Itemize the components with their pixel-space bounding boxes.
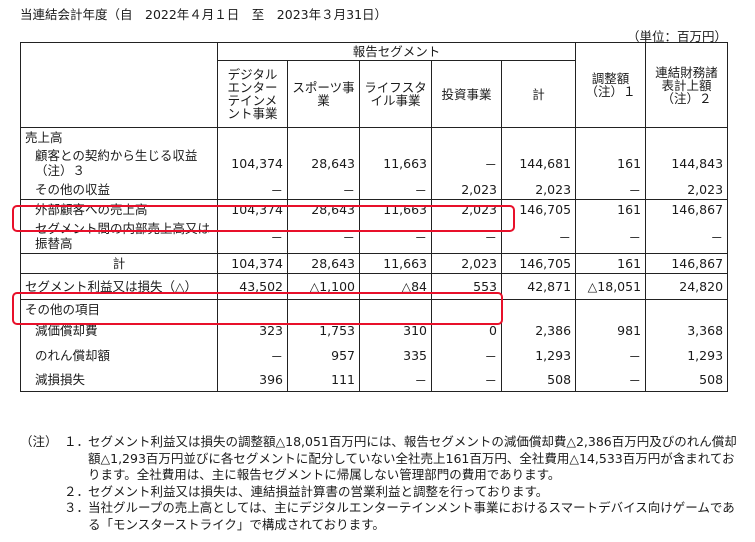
row-label-goodwill-amortization: のれん償却額: [20, 343, 218, 367]
cell: △1,100: [287, 273, 360, 300]
cell: 144,681: [500, 146, 577, 180]
cell: －: [645, 219, 729, 254]
row-label-depreciation: 減価償却費: [20, 318, 218, 343]
cell: 0: [431, 318, 502, 343]
section-sales: 売上高: [20, 127, 218, 146]
cell: －: [575, 367, 647, 392]
header-total: 計: [500, 60, 577, 128]
footnote-text: 当社グループの売上高としては、主にデジタルエンターテインメント事業におけるスマー…: [88, 500, 735, 532]
cell: 24,820: [645, 273, 729, 300]
header-lifestyle: ライフスタイル事業: [359, 60, 432, 128]
cell: 104,374: [217, 146, 288, 180]
highlight-external-sales: [12, 205, 515, 232]
cell: 146,867: [645, 253, 729, 274]
footnote-text: セグメント利益又は損失は、連結損益計算書の営業利益と調整を行っております。: [88, 483, 549, 499]
cell: 1,293: [645, 343, 729, 367]
header-sports: スポーツ事業: [287, 60, 360, 128]
fiscal-period: 当連結会計年度（自 2022年４月１日 至 2023年３月31日）: [20, 7, 388, 22]
cell: －: [431, 146, 502, 180]
cell: 1,753: [287, 318, 360, 343]
row-label-contract-revenue: 顧客との契約から生じる収益 （注）３: [20, 146, 218, 180]
cell: －: [217, 180, 288, 200]
cell: 28,643: [287, 253, 360, 274]
header-adjustment: 調整額（注）１: [575, 42, 647, 128]
footnote-3: ３． 当社グループの売上高としては、主にデジタルエンターテインメント事業における…: [20, 500, 740, 533]
footnote-text: セグメント利益又は損失の調整額△18,051百万円には、報告セグメントの減価償却…: [88, 434, 737, 482]
footnote-number: １．: [64, 434, 90, 449]
row-label-impairment-loss: 減損損失: [20, 367, 218, 392]
cell: 2,023: [645, 180, 729, 200]
footnote-number: ３．: [64, 500, 90, 515]
cell: 3,368: [645, 318, 729, 343]
highlight-segment-profit: [12, 292, 503, 325]
cell: 2,386: [500, 318, 577, 343]
cell: －: [359, 180, 432, 200]
cell: 323: [217, 318, 288, 343]
segment-table: 報告セグメント 調整額（注）１ 連結財務諸表計上額（注）２ デジタルエンターテイ…: [20, 42, 729, 392]
row-label-other-revenue: その他の収益: [20, 180, 218, 200]
row-label-segment-profit: セグメント利益又は損失（△）: [20, 273, 218, 300]
cell: 146,705: [500, 253, 577, 274]
cell: 11,663: [359, 253, 432, 274]
cell: 508: [500, 367, 577, 392]
cell: 310: [359, 318, 432, 343]
cell: 957: [287, 343, 360, 367]
cell: △84: [359, 273, 432, 300]
cell: 981: [575, 318, 647, 343]
cell: －: [287, 180, 360, 200]
header-digital-entertainment: デジタルエンターテインメント事業: [217, 60, 288, 128]
cell: －: [575, 343, 647, 367]
cell: 396: [217, 367, 288, 392]
header-consolidated: 連結財務諸表計上額（注）２: [645, 42, 729, 128]
cell: 2,023: [500, 180, 577, 200]
cell: 28,643: [287, 146, 360, 180]
cell: 104,374: [217, 253, 288, 274]
cell: 1,293: [500, 343, 577, 367]
cell: －: [287, 219, 360, 254]
header-blank: [20, 42, 218, 128]
cell: △18,051: [575, 273, 647, 300]
footnote-2: ２． セグメント利益又は損失は、連結損益計算書の営業利益と調整を行っております。: [20, 484, 740, 501]
header-investment: 投資事業: [431, 60, 502, 128]
cell: －: [359, 219, 432, 254]
cell: －: [431, 367, 502, 392]
cell: 11,663: [359, 146, 432, 180]
unit-label: （単位：百万円）: [626, 29, 727, 44]
footnotes: （注） １． セグメント利益又は損失の調整額△18,051百万円には、報告セグメ…: [20, 434, 740, 533]
cell: －: [575, 219, 647, 254]
cell: 146,705: [500, 199, 577, 219]
cell: 2,023: [431, 180, 502, 200]
cell: 42,871: [500, 273, 577, 300]
footnote-1: （注） １． セグメント利益又は損失の調整額△18,051百万円には、報告セグメ…: [20, 434, 740, 484]
cell: 508: [645, 367, 729, 392]
cell: －: [217, 343, 288, 367]
cell: 161: [575, 253, 647, 274]
cell: －: [217, 219, 288, 254]
cell: 144,843: [645, 146, 729, 180]
header-reporting-segment: 報告セグメント: [216, 42, 577, 61]
cell: 161: [575, 199, 647, 219]
cell: －: [359, 367, 432, 392]
footnote-prefix: （注）: [20, 434, 58, 449]
cell: 335: [359, 343, 432, 367]
row-label-subtotal: 計: [20, 253, 218, 274]
cell: 43,502: [217, 273, 288, 300]
cell: 146,867: [645, 199, 729, 219]
cell: －: [431, 343, 502, 367]
cell: 2,023: [431, 253, 502, 274]
cell: －: [575, 180, 647, 200]
cell: 161: [575, 146, 647, 180]
cell: 111: [287, 367, 360, 392]
footnote-number: ２．: [64, 483, 90, 499]
